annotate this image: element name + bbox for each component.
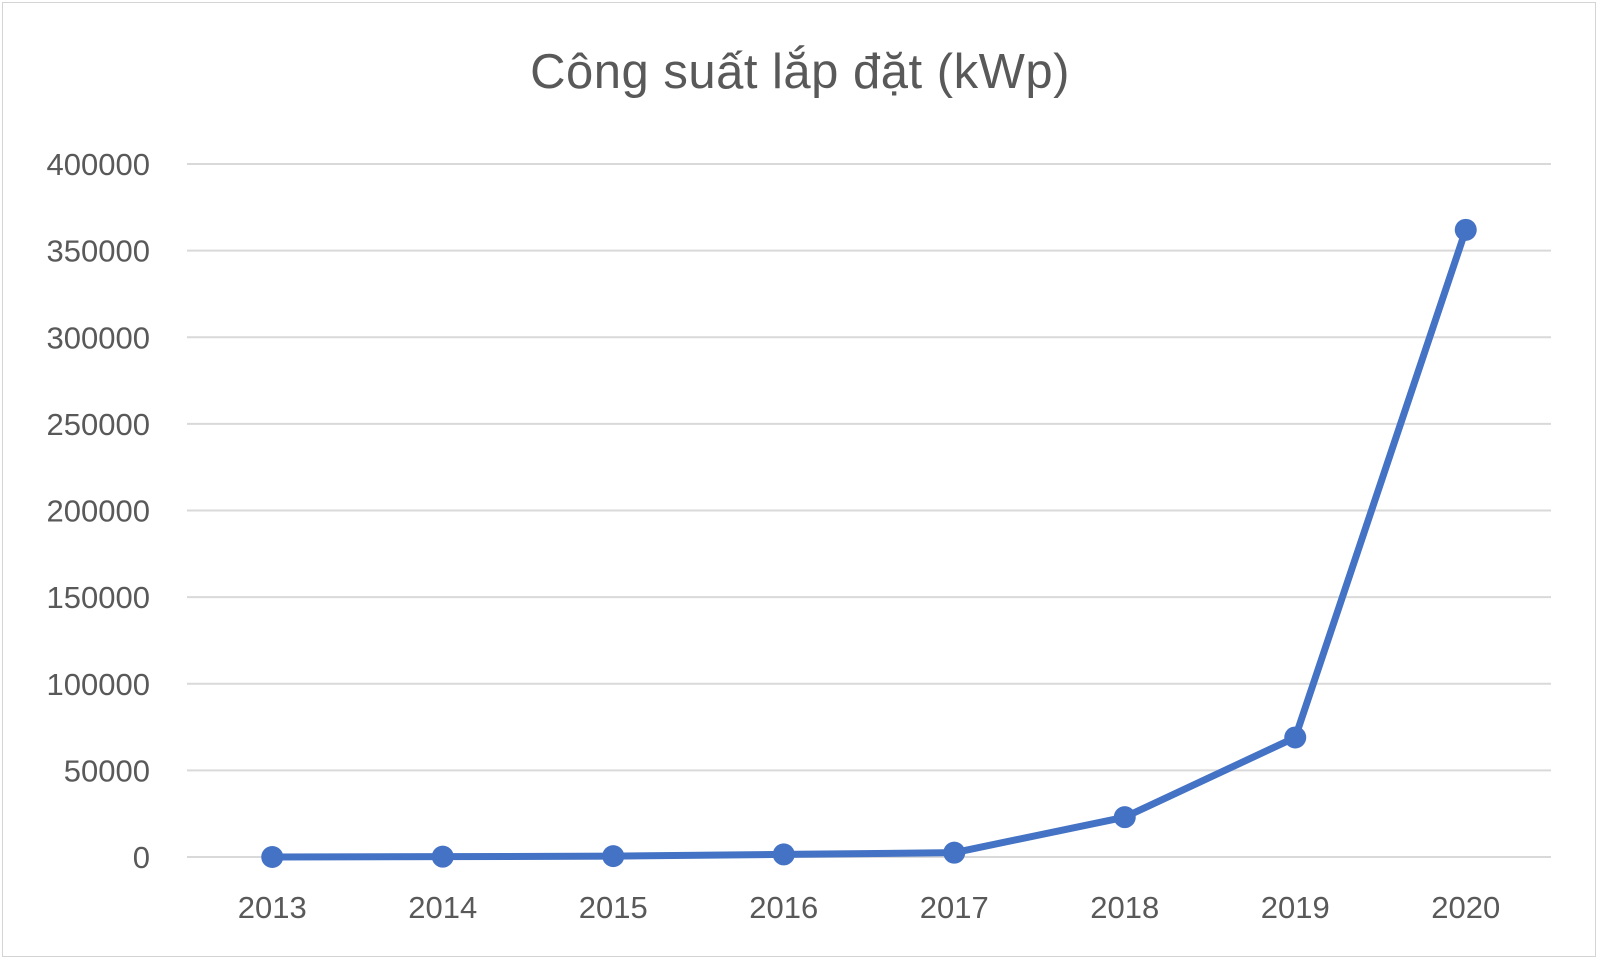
y-tick-label: 200000: [47, 494, 150, 529]
x-tick-label: 2016: [749, 890, 818, 925]
data-point-2016: [772, 843, 795, 866]
x-tick-label: 2019: [1261, 890, 1330, 925]
x-axis-tick-labels: 2013 2014 2015 2016 2017 2018 2019 2020: [238, 890, 1500, 925]
series-line: [268, 226, 1470, 861]
y-axis-tick-labels: 0 50000 100000 150000 200000 250000 300000 3500…: [47, 147, 150, 875]
x-tick-label: 2017: [920, 890, 989, 925]
x-tick-label: 2020: [1431, 890, 1500, 925]
x-tick-label: 2013: [238, 890, 307, 925]
data-point-2018: [1113, 806, 1136, 829]
y-tick-label: 100000: [47, 667, 150, 702]
y-tick-label: 0: [133, 840, 150, 875]
data-point-2013: [261, 846, 284, 868]
data-point-2019: [1284, 726, 1307, 749]
y-tick-label: 250000: [47, 407, 150, 442]
chart-title: Công suất lắp đặt (kWp): [530, 45, 1070, 99]
x-tick-label: 2018: [1090, 890, 1159, 925]
x-tick-label: 2014: [408, 890, 477, 925]
y-tick-label: 150000: [47, 580, 150, 615]
y-tick-label: 50000: [64, 753, 150, 788]
data-point-2017: [943, 841, 966, 864]
series-layer: [261, 218, 1477, 868]
data-point-2014: [431, 845, 454, 868]
y-tick-label: 300000: [47, 320, 150, 355]
y-tick-label: 400000: [47, 147, 150, 182]
data-point-2015: [602, 845, 625, 868]
y-tick-label: 350000: [47, 234, 150, 269]
data-point-2020: [1454, 218, 1477, 241]
x-tick-label: 2015: [579, 890, 648, 925]
gridlines: [187, 163, 1551, 858]
